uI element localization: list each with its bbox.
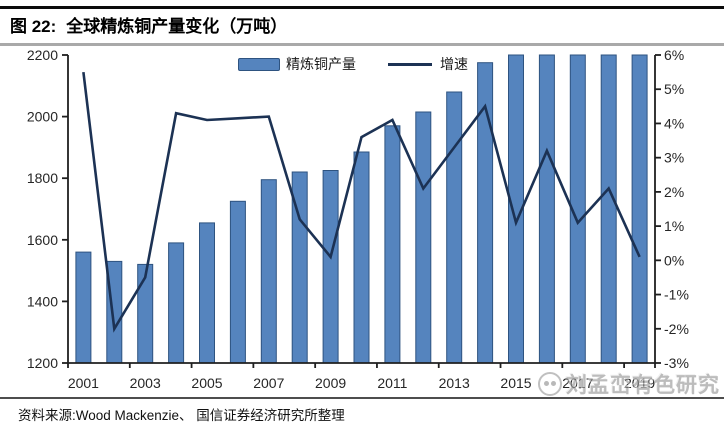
- chart-title: 图 22: 全球精炼铜产量变化（万吨）: [10, 12, 287, 37]
- x-axis-tick-label: 2011: [377, 375, 407, 391]
- bar-2018: [600, 54, 617, 364]
- x-axis-tick-label: 2019: [624, 375, 655, 391]
- bar-2001: [75, 251, 92, 364]
- figure-number: 图 22:: [10, 17, 57, 36]
- right-axis-tick-label: 3%: [664, 150, 684, 166]
- right-axis-tick-label: 1%: [664, 218, 684, 234]
- x-axis-tick-label: 2001: [68, 375, 99, 391]
- bar-2019: [631, 54, 648, 364]
- right-axis-tick-label: 5%: [664, 81, 684, 97]
- legend-line-label: 增速: [440, 56, 468, 72]
- bottom-divider-rule: [0, 397, 724, 399]
- watermark: 刘孟峦有色研究: [538, 369, 720, 399]
- bar-2006: [229, 200, 246, 364]
- bar-2016: [538, 54, 555, 364]
- right-axis-tick-label: 6%: [664, 47, 684, 63]
- bar-2009: [322, 170, 339, 364]
- left-axis-tick-label: 1400: [27, 293, 58, 309]
- watermark-text: 刘孟峦有色研究: [566, 374, 720, 397]
- chart-legend: 精炼铜产量 增速: [238, 56, 468, 72]
- legend-bar-label: 精炼铜产量: [286, 56, 356, 72]
- bar-2005: [199, 222, 215, 364]
- bar-2004: [168, 242, 185, 364]
- right-axis-tick-label: 0%: [664, 252, 684, 268]
- x-axis-tick-label: 2007: [253, 375, 284, 391]
- x-axis-tick-label: 2005: [191, 375, 222, 391]
- left-axis-tick-label: 2200: [27, 47, 58, 63]
- right-axis-tick-label: -3%: [664, 355, 689, 371]
- right-axis-tick-label: 4%: [664, 115, 684, 131]
- left-axis-tick-label: 1800: [27, 170, 58, 186]
- figure-title-text: 全球精炼铜产量变化（万吨）: [66, 17, 288, 36]
- left-axis-tick-label: 2000: [27, 109, 58, 125]
- x-axis-tick-label: 2003: [130, 375, 161, 391]
- x-axis-tick-label: 2009: [315, 375, 346, 391]
- legend-line-swatch: [388, 62, 432, 66]
- bar-2011: [384, 125, 401, 364]
- left-axis-tick-label: 1600: [27, 232, 58, 248]
- x-axis-tick-label: 2015: [500, 375, 531, 391]
- x-axis-tick-label: 2013: [439, 375, 470, 391]
- bar-2013: [446, 91, 463, 364]
- source-note: 资料来源:Wood Mackenzie、 国信证券经济研究所整理: [18, 408, 345, 423]
- bar-2012: [415, 111, 432, 364]
- watermark-logo-icon: [538, 372, 562, 396]
- right-axis-tick-label: 2%: [664, 184, 684, 200]
- bar-2010: [353, 151, 370, 364]
- bar-2007: [260, 179, 277, 364]
- top-border-rule: [0, 6, 724, 9]
- right-axis-tick-label: -2%: [664, 321, 689, 337]
- legend-bar-swatch: [238, 57, 280, 71]
- growth-line: [82, 71, 641, 333]
- title-divider-rule: [0, 43, 724, 46]
- right-axis-tick-label: -1%: [664, 287, 689, 303]
- left-axis-tick-label: 1200: [27, 355, 58, 371]
- x-axis-tick-label: 2017: [562, 375, 593, 391]
